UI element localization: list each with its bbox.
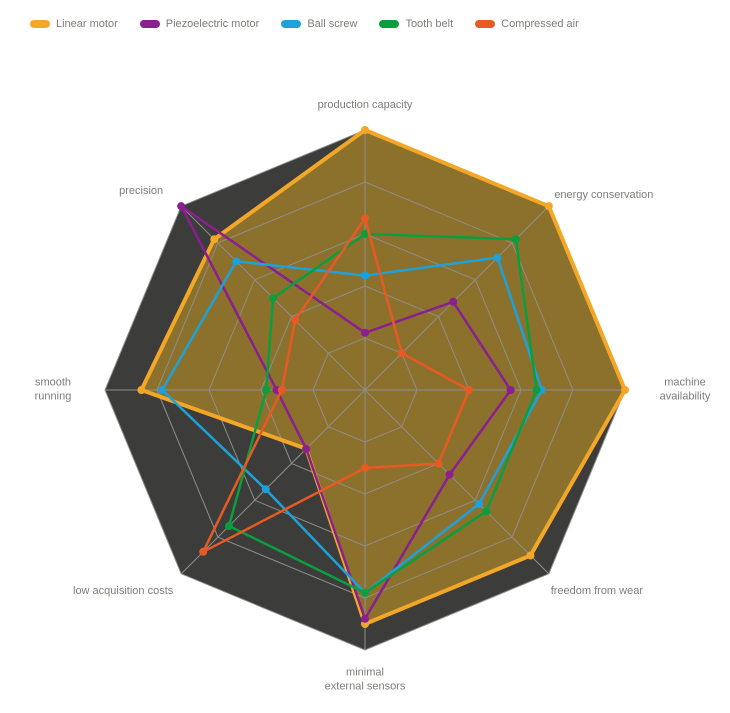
axis-label: freedom from wear [537, 585, 657, 599]
series-marker [398, 349, 406, 357]
series-marker [361, 615, 369, 623]
legend-label: Ball screw [307, 18, 357, 30]
legend-swatch [140, 20, 160, 28]
series-marker [177, 202, 185, 210]
legend-item: Compressed air [475, 18, 579, 30]
axis-label: production capacity [305, 99, 425, 113]
series-marker [269, 294, 277, 302]
series-marker [361, 126, 369, 134]
series-marker [482, 507, 490, 515]
series-marker [199, 548, 207, 556]
series-marker [435, 460, 443, 468]
series-marker [361, 464, 369, 472]
series-marker [262, 485, 270, 493]
legend-label: Linear motor [56, 18, 118, 30]
series-marker [361, 589, 369, 597]
legend-label: Compressed air [501, 18, 579, 30]
legend-swatch [475, 20, 495, 28]
axis-label: machineavailability [625, 376, 730, 404]
series-marker [302, 445, 310, 453]
legend-label: Piezoelectric motor [166, 18, 260, 30]
series-marker [262, 386, 270, 394]
series-marker [465, 386, 473, 394]
series-marker [291, 316, 299, 324]
series-marker [361, 272, 369, 280]
series-marker [446, 471, 454, 479]
legend-item: Linear motor [30, 18, 118, 30]
legend-swatch [281, 20, 301, 28]
series-marker [507, 386, 515, 394]
legend-item: Piezoelectric motor [140, 18, 260, 30]
series-marker [210, 235, 218, 243]
series-marker [232, 257, 240, 265]
series-marker [526, 551, 534, 559]
legend-item: Ball screw [281, 18, 357, 30]
radar-chart: production capacity energy conservation ma… [0, 60, 730, 708]
series-marker [545, 202, 553, 210]
series-marker [475, 500, 483, 508]
series-marker [512, 235, 520, 243]
axis-label: minimalexternal sensors [305, 666, 425, 694]
axis-label: precision [81, 185, 201, 199]
legend-swatch [379, 20, 399, 28]
series-marker [278, 386, 286, 394]
series-marker [361, 329, 369, 337]
legend-swatch [30, 20, 50, 28]
series-marker [225, 522, 233, 530]
series-marker [493, 254, 501, 262]
series-marker [533, 386, 541, 394]
series-marker [449, 298, 457, 306]
series-marker [361, 214, 369, 222]
legend-item: Tooth belt [379, 18, 453, 30]
legend: Linear motor Piezoelectric motor Ball scre… [30, 18, 579, 30]
axis-label: smoothrunning [0, 376, 113, 404]
axis-label: low acquisition costs [63, 585, 183, 599]
series-marker [158, 386, 166, 394]
series-marker [137, 386, 145, 394]
legend-label: Tooth belt [405, 18, 453, 30]
axis-label: energy conservation [544, 189, 664, 203]
